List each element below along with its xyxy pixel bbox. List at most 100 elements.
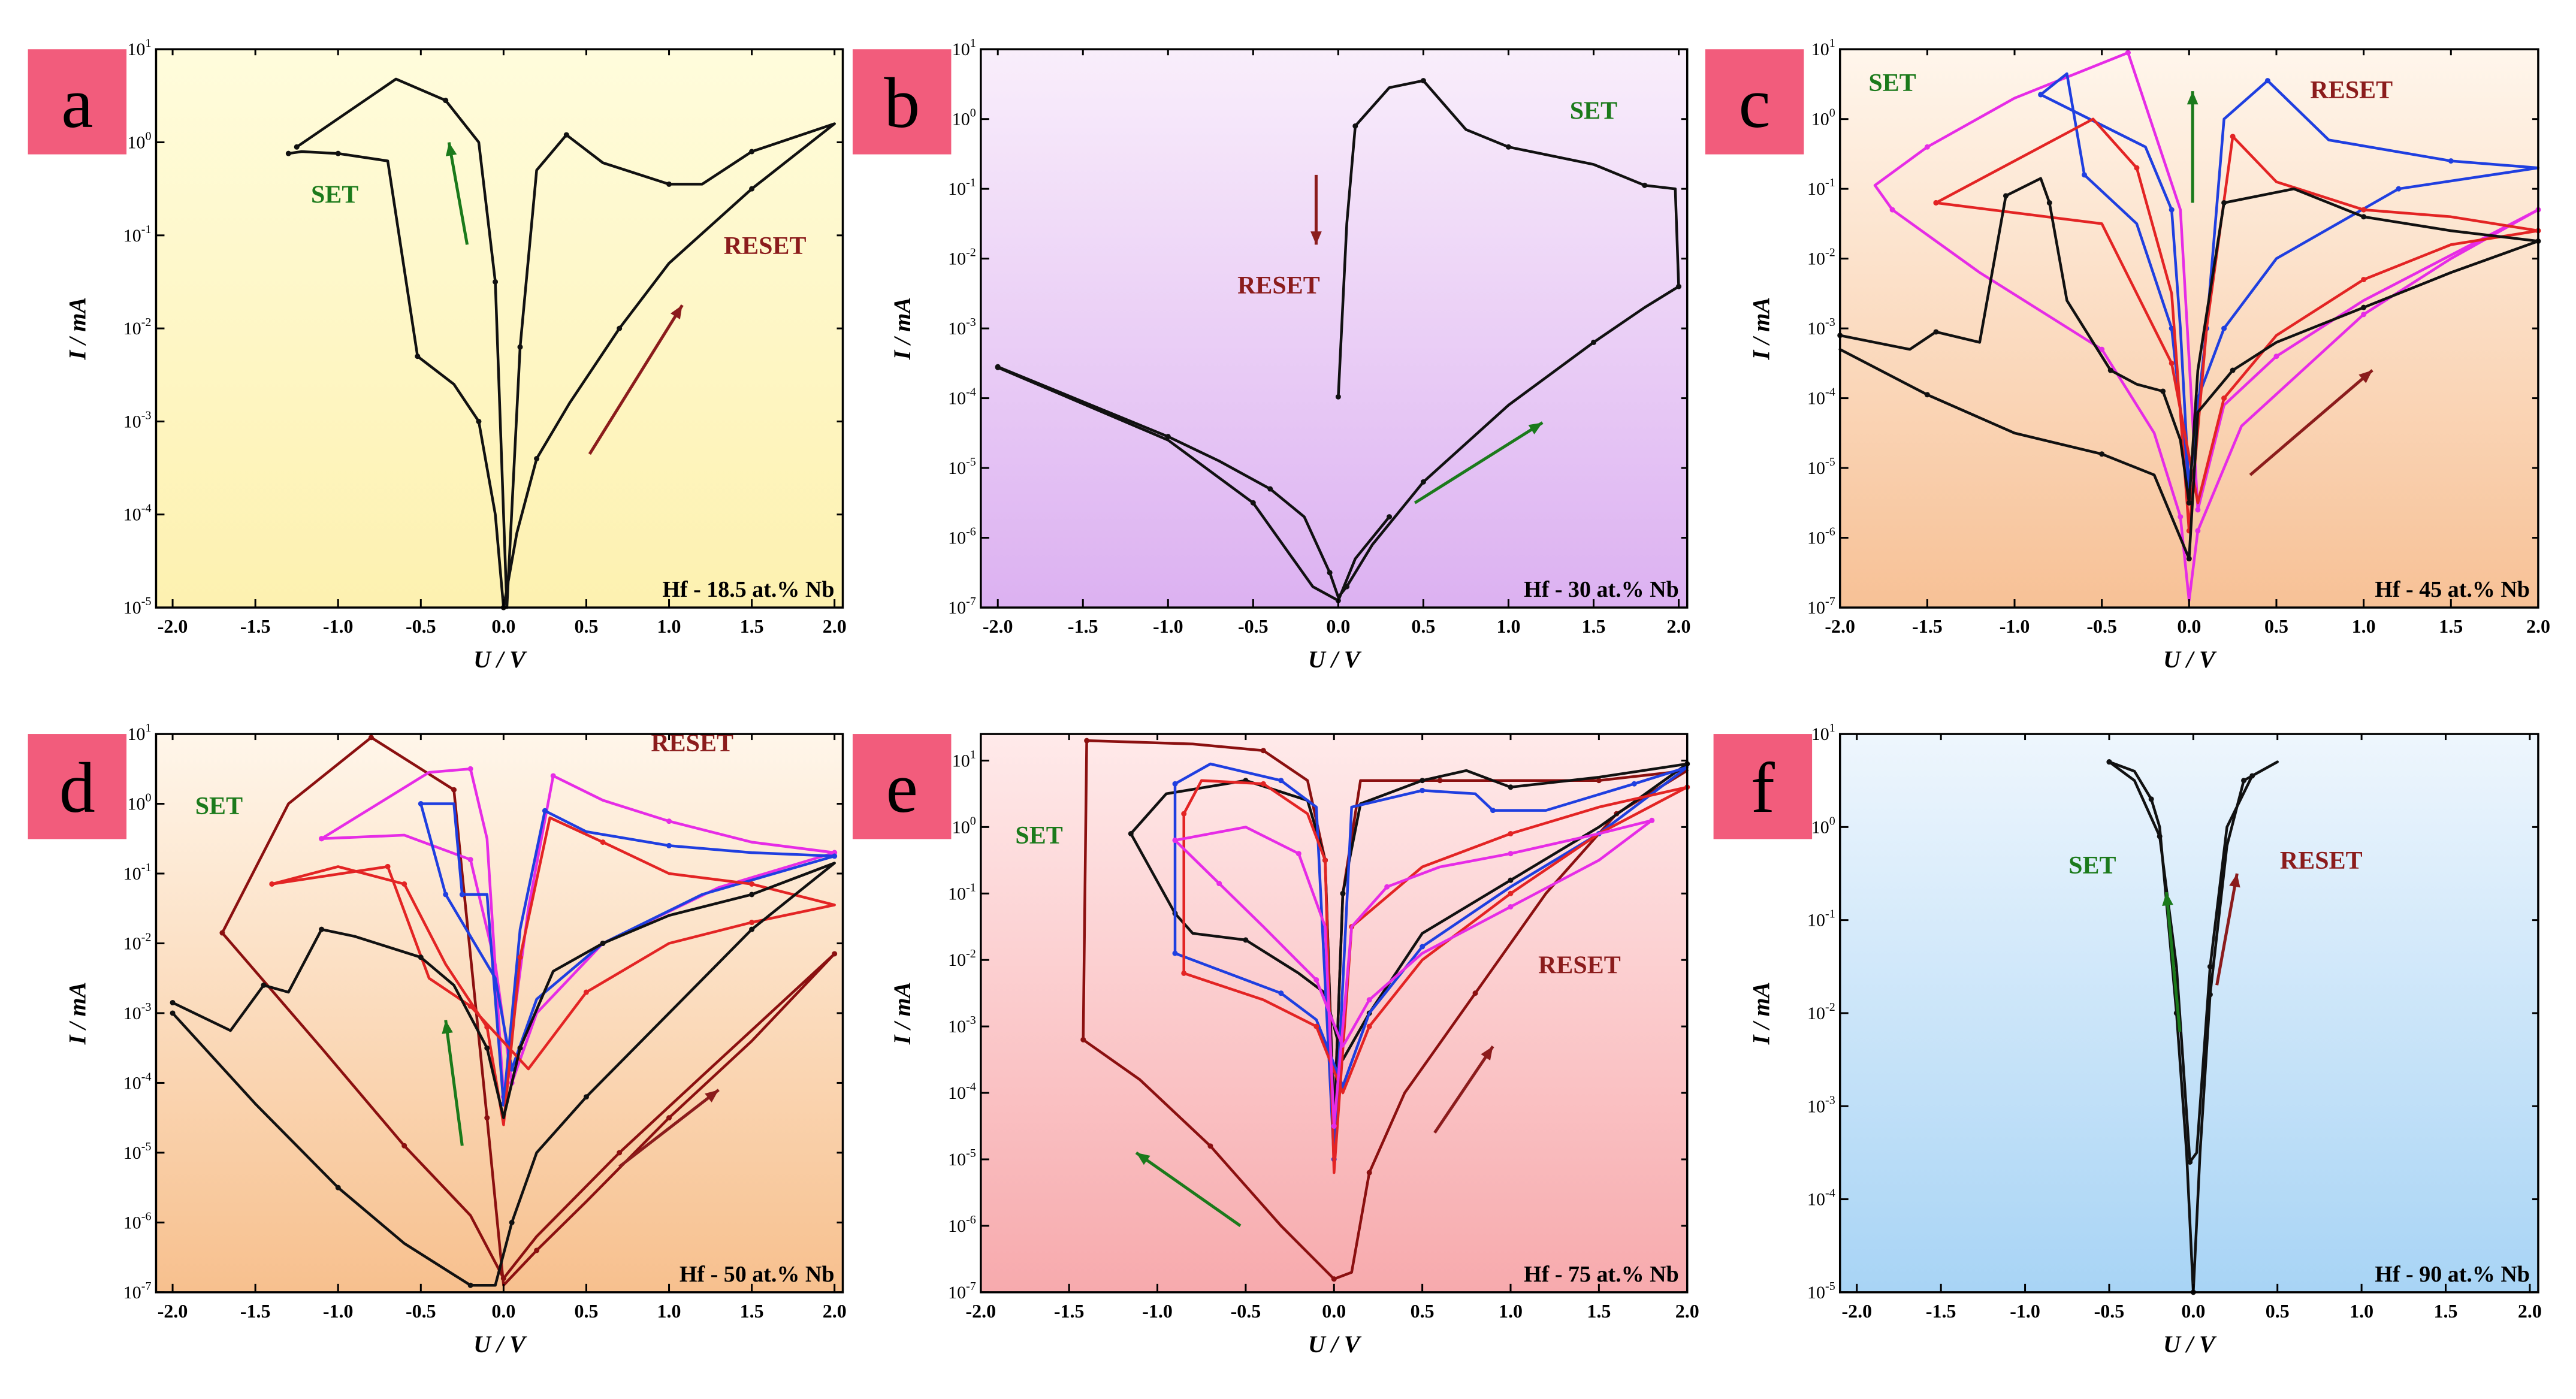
data-point: [1676, 283, 1682, 289]
data-point: [509, 1219, 515, 1225]
y-tick-label: 10-3: [948, 316, 976, 339]
data-point: [1352, 123, 1358, 129]
panel-c: SET RESET -2.0 -1.5 -1.0 -0.5 0.0 0.5 1.0 1.5 2.0 1…: [1705, 37, 2550, 673]
data-point: [550, 773, 556, 779]
composition-label: Hf - 18.5 at.% Nb: [662, 577, 834, 602]
x-tick-label: 1.5: [1581, 615, 1605, 637]
y-tick-label: 10-3: [123, 1001, 152, 1023]
direction-arrow: [2164, 892, 2182, 1032]
data-point: [2249, 773, 2255, 779]
data-point: [749, 920, 755, 926]
y-axis-label: I / mA: [889, 297, 916, 360]
data-point: [2207, 992, 2213, 998]
data-point: [1420, 944, 1426, 950]
data-point: [2148, 796, 2154, 802]
data-point: [1172, 950, 1178, 956]
annotation-set: SET: [2068, 852, 2116, 880]
data-point: [1596, 778, 1602, 784]
data-point: [1508, 851, 1514, 857]
y-tick-label: 101: [127, 721, 151, 744]
data-point: [749, 149, 755, 155]
y-tick-label: 10-6: [1807, 525, 1835, 548]
data-point: [1084, 738, 1090, 744]
annotation-reset: RESET: [1538, 951, 1621, 979]
data-point: [476, 418, 482, 424]
data-point: [1631, 781, 1637, 787]
x-tick-label: 0.0: [2177, 615, 2201, 637]
data-point: [2361, 277, 2367, 283]
x-tick-label: -2.0: [1825, 615, 1855, 637]
data-point: [617, 1150, 623, 1156]
data-point: [2169, 207, 2175, 213]
data-point: [2264, 78, 2270, 84]
x-tick-label: 1.0: [2352, 615, 2376, 637]
x-tick-label: -1.5: [240, 615, 271, 637]
data-point: [1243, 937, 1249, 943]
composition-label: Hf - 75 at.% Nb: [1524, 1262, 1679, 1287]
data-point: [1642, 182, 1648, 188]
x-tick-label: 1.0: [1499, 1300, 1523, 1322]
y-tick-label: 10-1: [123, 223, 152, 246]
arrow-head: [1136, 1152, 1150, 1165]
y-tick-label: 10-4: [123, 1070, 152, 1093]
arrow-head: [2187, 91, 2198, 105]
data-point: [749, 926, 755, 932]
data-point: [1387, 514, 1393, 520]
data-point: [1216, 881, 1222, 887]
data-point: [1250, 500, 1256, 506]
data-point: [832, 951, 838, 957]
data-point: [1181, 970, 1187, 976]
x-tick-label: 1.5: [740, 1300, 764, 1322]
y-tick-label: 10-5: [123, 595, 152, 618]
x-tick-label: 0.0: [491, 615, 515, 637]
data-point: [1278, 778, 1284, 784]
data-point: [1335, 394, 1341, 400]
x-axis-label: U / V: [473, 1331, 527, 1358]
direction-arrow: [1433, 1046, 1494, 1134]
y-tick-label: 10-4: [123, 502, 152, 525]
panel-a: SET RESET -2.0 -1.5 -1.0 -0.5 0.0 0.5 1.0 1.5 2.0 1…: [28, 37, 847, 673]
y-axis-label: I / mA: [64, 982, 90, 1045]
arrow-head: [705, 1090, 719, 1102]
data-point: [2361, 207, 2367, 213]
data-point: [1384, 884, 1390, 890]
data-point: [2178, 514, 2184, 520]
x-tick-label: -1.5: [1054, 1300, 1085, 1322]
data-point: [1172, 838, 1178, 844]
y-tick-label: 10-4: [1807, 1187, 1835, 1210]
y-tick-label: 10-2: [123, 316, 152, 339]
x-tick-label: 0.0: [1322, 1300, 1346, 1322]
data-point: [2221, 200, 2227, 206]
arrow-head: [2358, 370, 2373, 383]
y-tick-label: 10-1: [948, 176, 976, 199]
data-point: [294, 144, 300, 150]
data-point: [600, 839, 606, 845]
data-point: [2003, 193, 2009, 199]
data-point: [484, 1024, 490, 1030]
data-point: [2106, 759, 2112, 765]
panel-badge: [28, 49, 127, 155]
data-point: [319, 926, 325, 932]
x-tick-label: -1.0: [2000, 615, 2030, 637]
y-tick-label: 101: [127, 37, 151, 59]
data-point: [666, 181, 672, 187]
data-point: [415, 353, 421, 359]
x-tick-label: -2.0: [965, 1300, 996, 1322]
data-point: [467, 1003, 473, 1009]
data-point: [1278, 990, 1284, 996]
panel-letter: d: [59, 748, 95, 827]
data-point: [1420, 778, 1426, 784]
panel-e: SET RESET -2.0 -1.5 -1.0 -0.5 0.0 0.5 1.0 1.5 2.0 1…: [852, 733, 1699, 1358]
annotation-set: SET: [195, 793, 243, 820]
y-tick-label: 10-1: [948, 881, 976, 904]
x-tick-label: 1.5: [1587, 1300, 1611, 1322]
data-point: [749, 892, 755, 898]
y-tick-label: 10-7: [948, 595, 976, 618]
data-point: [534, 456, 540, 462]
data-point: [517, 954, 523, 960]
y-tick-label: 100: [952, 814, 976, 837]
annotation-reset: RESET: [724, 232, 807, 260]
x-tick-label: -1.0: [1153, 615, 1183, 637]
panel-badge: [852, 49, 952, 155]
arrow-head: [1481, 1046, 1493, 1060]
